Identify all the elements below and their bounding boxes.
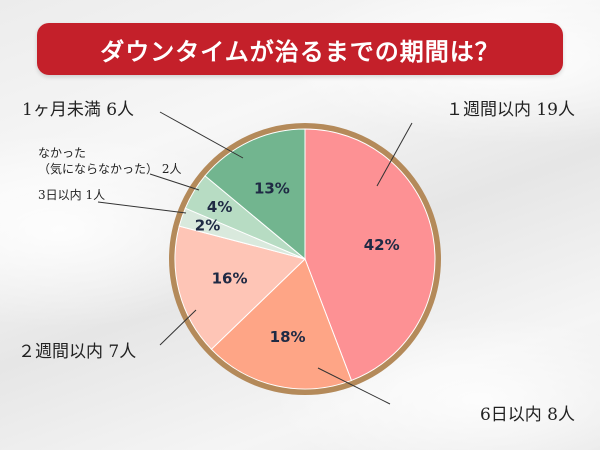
chart-title: ダウンタイムが治るまでの期間は？	[100, 37, 500, 66]
category-label-1: 6日以内 8人	[480, 405, 575, 425]
leader-line-3	[97, 201, 187, 214]
title-banner: ダウンタイムが治るまでの期間は？	[37, 23, 563, 75]
leader-line-4	[149, 173, 200, 191]
category-label-4-line-1: （気にならなかった） 2人	[38, 161, 181, 176]
slice-percent-label-1: 18%	[270, 328, 306, 346]
category-label-5: 1ヶ月未満 6人	[22, 100, 134, 120]
slice-percent-label-2: 16%	[212, 270, 248, 288]
pie-slice-0	[304, 128, 436, 382]
leader-line-0	[376, 122, 413, 187]
leader-line-5	[159, 111, 244, 159]
slice-percent-label-4: 4%	[207, 198, 232, 216]
pie-slice-5	[204, 128, 306, 261]
leader-line-1	[317, 367, 391, 405]
category-label-3: 3日以内 1人	[38, 188, 105, 202]
pie-border-ring	[169, 123, 441, 395]
category-label-2: ２週間以内 7人	[18, 342, 136, 362]
category-label-0: １週間以内 19人	[446, 100, 575, 120]
slice-percent-label-3: 2%	[195, 217, 220, 235]
slice-percent-label-0: 42%	[364, 236, 400, 254]
slice-percent-label-5: 13%	[254, 179, 290, 197]
pie-slice-1	[210, 258, 353, 390]
pie-slice-2	[174, 225, 306, 350]
leader-line-2	[159, 309, 197, 346]
category-label-4-line-0: なかった	[38, 146, 86, 160]
